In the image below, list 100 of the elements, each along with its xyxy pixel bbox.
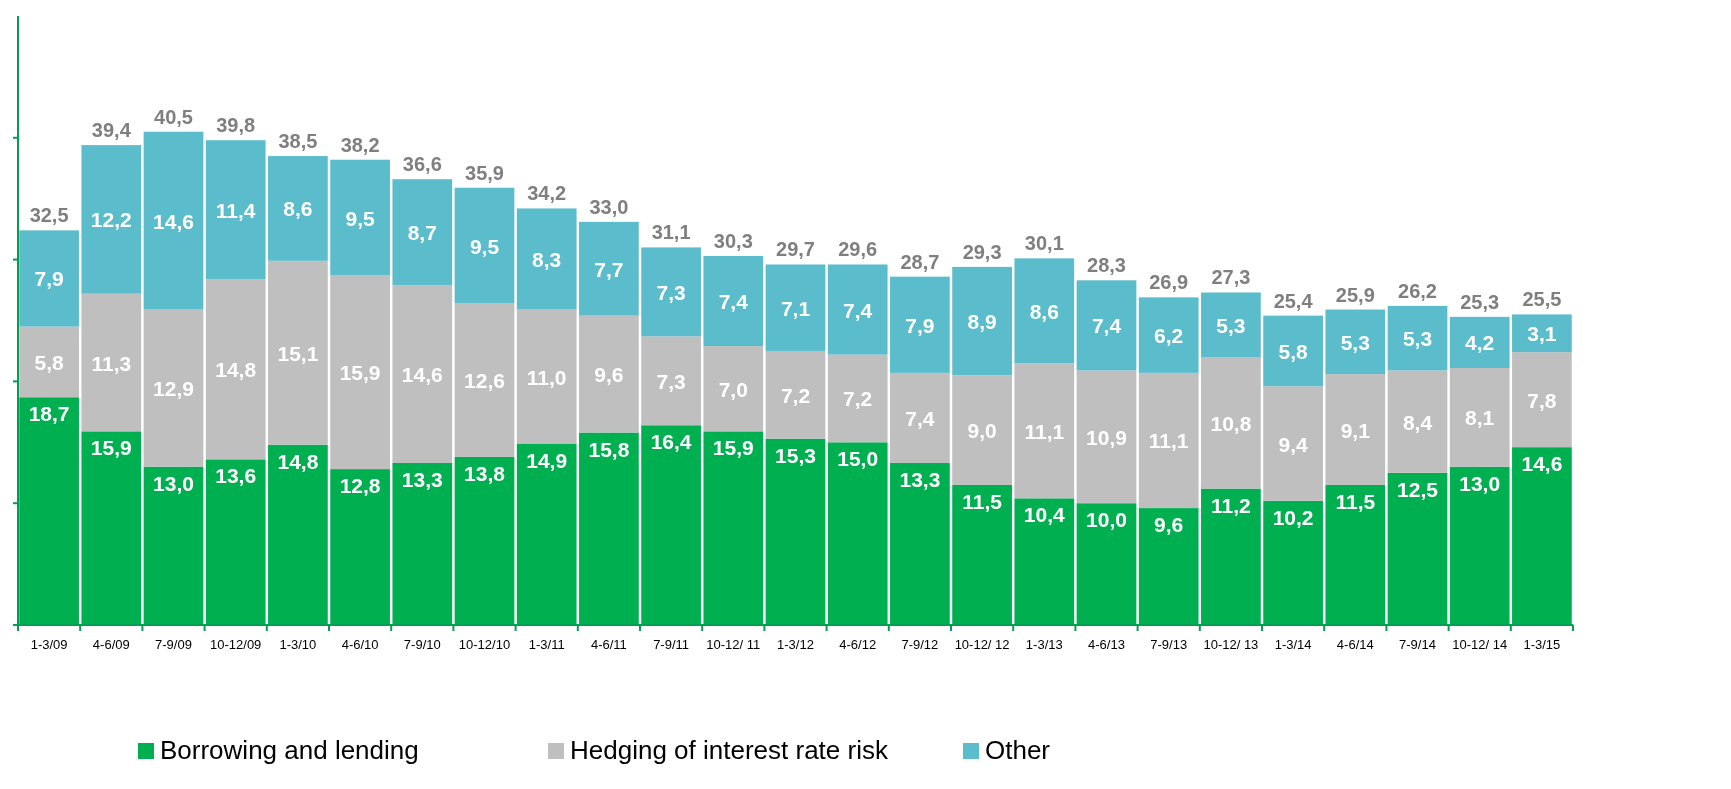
data-label: 10,8 (1210, 411, 1252, 435)
data-label: 11,0 (526, 365, 567, 389)
bar (641, 336, 701, 426)
data-label: 14,8 (277, 449, 319, 473)
data-label: 14,6 (401, 363, 443, 387)
x-tick-label: 4-6/09 (92, 637, 130, 652)
bar (1138, 372, 1199, 509)
total-label: 38,2 (340, 133, 380, 156)
bar (1387, 305, 1448, 371)
total-label: 30,3 (713, 229, 753, 252)
x-tick-label: 10-12/ 13 (1203, 637, 1259, 652)
bar (703, 431, 764, 625)
data-label: 9,5 (469, 234, 500, 258)
x-tick-label: 10-12/ 12 (954, 637, 1010, 652)
data-label: 8,9 (967, 310, 997, 334)
data-label: 10,9 (1086, 425, 1127, 449)
x-tick-label: 10-12/09 (210, 637, 262, 652)
bar (703, 346, 764, 432)
data-label: 7,4 (905, 406, 935, 430)
bar (1512, 352, 1572, 448)
x-tick-label: 7-9/11 (653, 637, 690, 652)
bar (392, 463, 453, 625)
data-label: 8,7 (407, 221, 437, 245)
data-label: 7,2 (843, 387, 873, 411)
bar (1387, 370, 1448, 473)
data-label: 15,0 (837, 447, 879, 471)
x-tick-label: 10-12/10 (458, 637, 511, 652)
data-label: 11,5 (1335, 489, 1376, 513)
data-label: 7,0 (718, 377, 748, 401)
data-label: 9,6 (1154, 513, 1184, 537)
data-label: 7,3 (656, 369, 686, 393)
data-label: 13,3 (401, 468, 443, 492)
bar (454, 303, 515, 457)
x-tick-label: 7-9/10 (403, 637, 441, 652)
data-label: 14,8 (215, 358, 257, 382)
bar (1076, 503, 1137, 625)
bar (1014, 363, 1075, 499)
bar (143, 466, 204, 625)
bar (143, 131, 204, 310)
legend-label: Other (985, 735, 1051, 765)
bar (952, 266, 1012, 376)
bar (516, 443, 577, 625)
total-label: 29,7 (776, 238, 815, 261)
bar (1263, 500, 1323, 625)
bar (81, 145, 142, 294)
data-label: 5,8 (34, 350, 65, 374)
x-tick-label: 4-6/12 (839, 637, 877, 652)
data-label: 7,4 (843, 298, 873, 322)
data-label: 13,3 (899, 468, 941, 492)
data-label: 7,9 (905, 313, 935, 337)
data-label: 11,1 (1148, 429, 1189, 453)
bar (81, 293, 142, 432)
data-label: 9,0 (967, 419, 997, 443)
total-label: 34,2 (527, 182, 567, 205)
data-label: 15,9 (712, 436, 754, 460)
total-label: 25,4 (1273, 289, 1314, 312)
data-label: 7,8 (1527, 388, 1557, 412)
x-tick-label: 4-6/13 (1088, 637, 1125, 652)
x-tick-label: 4-6/10 (341, 637, 379, 652)
data-label: 13,8 (464, 461, 506, 485)
data-label: 8,3 (532, 247, 562, 271)
data-label: 7,2 (780, 383, 811, 407)
bar (330, 469, 390, 625)
bar (1387, 472, 1448, 625)
bar (516, 309, 577, 444)
x-tick-label: 4-6/11 (590, 637, 627, 652)
x-tick-label: 10-12/ 14 (1452, 637, 1508, 652)
total-label: 30,1 (1024, 232, 1064, 255)
total-label: 27,3 (1211, 266, 1251, 289)
data-label: 15,1 (277, 341, 319, 365)
data-label: 7,3 (656, 280, 686, 304)
legend-label: Hedging of interest rate risk (570, 735, 889, 765)
legend-label: Borrowing and lending (160, 735, 419, 765)
bar (268, 260, 328, 445)
bar (1512, 314, 1572, 353)
bar (703, 255, 764, 347)
bar (1325, 309, 1386, 375)
bar (1325, 374, 1386, 485)
bar (19, 397, 79, 625)
total-label: 25,3 (1460, 290, 1500, 313)
bar (1201, 488, 1261, 625)
bar (330, 275, 390, 470)
bar (827, 354, 888, 443)
bar (268, 156, 328, 261)
bar (641, 247, 701, 337)
total-label: 26,2 (1398, 279, 1437, 302)
bar (330, 159, 390, 276)
bar (641, 425, 701, 625)
bar (205, 459, 266, 625)
total-label: 32,5 (29, 204, 69, 227)
data-label: 13,0 (153, 471, 194, 495)
bar (19, 230, 79, 327)
data-label: 7,7 (594, 257, 624, 281)
total-label: 25,9 (1335, 283, 1375, 306)
bar (765, 264, 826, 351)
bar (890, 463, 950, 625)
data-label: 5,3 (1340, 330, 1370, 354)
data-label: 12,6 (464, 369, 505, 393)
data-label: 11,5 (962, 489, 1003, 513)
data-label: 8,6 (1029, 299, 1059, 323)
